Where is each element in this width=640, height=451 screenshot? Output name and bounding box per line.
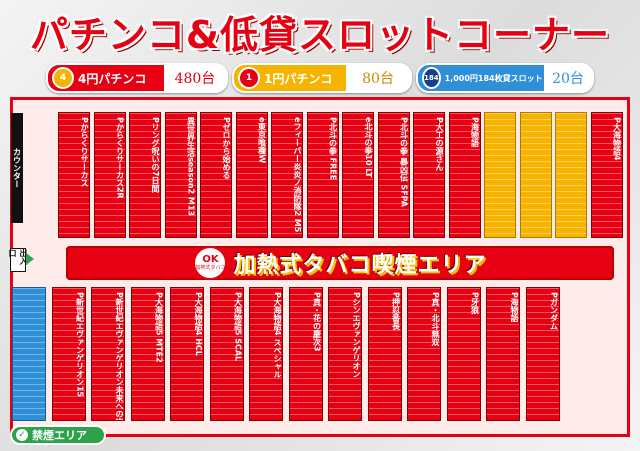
legend-label: 1円パチンコ [264, 71, 333, 86]
machine-island: Pリング呪いの7日間 [129, 112, 161, 238]
machine-island-label: Pリング呪いの7日間 [151, 117, 160, 193]
machine-island-label: Pシンエヴァンゲリオン [352, 292, 361, 378]
machine-island: P北斗の拳 FREE [306, 112, 339, 238]
machine-island: P新世紀エヴァンゲリオン15 [51, 287, 86, 421]
machine-island: P押忍番長 [367, 287, 402, 421]
machine-island: e北斗の拳10 LT [342, 112, 374, 238]
machine-island-label: P大海物語4 [612, 117, 622, 161]
legend-count: 20台 [544, 65, 592, 91]
machine-island-label: P海物語 [470, 117, 480, 147]
machine-island [519, 112, 552, 238]
machine-island: eフィーバー炎炎ノ消防隊2 M5 [271, 112, 303, 238]
machine-island: P大海物語5 SCAL [209, 287, 244, 421]
page-title: パチンコ&低貸スロットコーナー [29, 13, 611, 57]
machine-island: P大海物語4 [590, 112, 623, 238]
exit-arrow-icon [26, 253, 34, 265]
machine-island-label: P大海物語5 SCAL [233, 292, 243, 362]
legend-count: 80台 [346, 65, 410, 91]
machine-island: P真・北斗無双 [407, 287, 441, 421]
machine-island: Pからくりサーカス2R [93, 112, 126, 238]
machine-island-label: eフィーバー炎炎ノ消防隊2 M5 [293, 117, 302, 233]
no-smoking-area-label: ✓ 禁煙エリア [10, 425, 106, 445]
machine-island [12, 287, 46, 421]
smoking-area-label: 加熱式タバコ喫煙エリア [233, 253, 487, 278]
machine-island-label: Pガンダム [549, 292, 559, 330]
machine-island-label: P北斗の拳 FREE [328, 117, 338, 181]
machine-island-label: P大海物語4 HCL [194, 292, 203, 356]
machine-island-label: P大工の源さん [435, 117, 444, 171]
legend-184-slot: 184 1,000円184枚貸スロット 20台 [416, 63, 594, 93]
machine-island-label: P新世紀エヴァンゲリオン15 [75, 292, 85, 397]
machine-island-label: P大海物語4 スペシャル [273, 292, 282, 379]
machine-island: Pガンダム [525, 287, 560, 421]
machine-island-label: Pからくりサーカス [80, 117, 89, 187]
coin-184-icon: 184 [422, 67, 441, 89]
machine-island-label: P真・北斗無双 [431, 292, 440, 346]
machine-island-label: P北斗の拳 暴凶伝 SFPA [399, 117, 409, 207]
machine-island: P大海物語5 MTE2 [130, 287, 165, 421]
machine-island-label: P大海物語5 MTE2 [154, 292, 164, 363]
machine-island: P新世紀エヴァンゲリオン未来への咆哮 [91, 287, 125, 421]
machine-island: P大工の源さん [413, 112, 445, 238]
machine-island-label: P新世紀エヴァンゲリオン未来への咆哮 [115, 292, 124, 421]
machine-island-label: e北斗の拳10 LT [364, 117, 373, 178]
machine-island [555, 112, 587, 238]
coin-4-icon: 4 [52, 67, 74, 89]
smoking-area-band: OK 加熱式タバコ 加熱式タバコ喫煙エリア [66, 246, 614, 280]
machine-island: P牙狼 [446, 287, 481, 421]
machine-island-label: P押忍番長 [391, 292, 401, 330]
legend-4yen-pachinko: 4 4円パチンコ 480台 [46, 63, 228, 93]
machine-island: e東京喰種W [235, 112, 268, 238]
machine-island: 異世界生活season2 M13 [164, 112, 197, 238]
machine-island-label: P真・花の慶次3 [312, 292, 322, 352]
machine-island: P海物語 [486, 287, 520, 421]
machine-island: P真・花の慶次3 [288, 287, 323, 421]
legend-1yen-pachinko: 1 1円パチンコ 80台 [232, 63, 412, 93]
machine-island-label: Pからくりサーカス2R [115, 117, 125, 199]
legend-label: 1,000円184枚貸スロット [444, 73, 543, 83]
machine-island-label: 異世界生活season2 M13 [186, 117, 196, 216]
machine-island: Pゼロから始める [200, 112, 232, 238]
machine-island: Pシンエヴァンゲリオン [328, 287, 362, 421]
legend-label: 4円パチンコ [78, 71, 147, 86]
machine-island [484, 112, 516, 238]
machine-island-label: e東京喰種W [257, 117, 267, 164]
machine-island: P海物語 [448, 112, 481, 238]
exit-label: 出入口 [8, 248, 28, 272]
machine-island: P大海物語4 スペシャル [249, 287, 283, 421]
heated-tobacco-ok-icon: OK 加熱式タバコ [193, 246, 228, 280]
machine-island: P北斗の拳 暴凶伝 SFPA [377, 112, 410, 238]
no-smoking-icon: ✓ [16, 429, 28, 441]
machine-island-label: P牙狼 [470, 292, 480, 314]
machine-island-label: P海物語 [510, 292, 519, 322]
machine-island-label: Pゼロから始める [222, 117, 231, 179]
legend-count: 480台 [163, 65, 226, 91]
counter-label: カウンター [11, 113, 23, 223]
machine-island: Pからくりサーカス [58, 112, 90, 238]
coin-1-icon: 1 [238, 67, 260, 89]
machine-island: P大海物語4 HCL [170, 287, 204, 421]
